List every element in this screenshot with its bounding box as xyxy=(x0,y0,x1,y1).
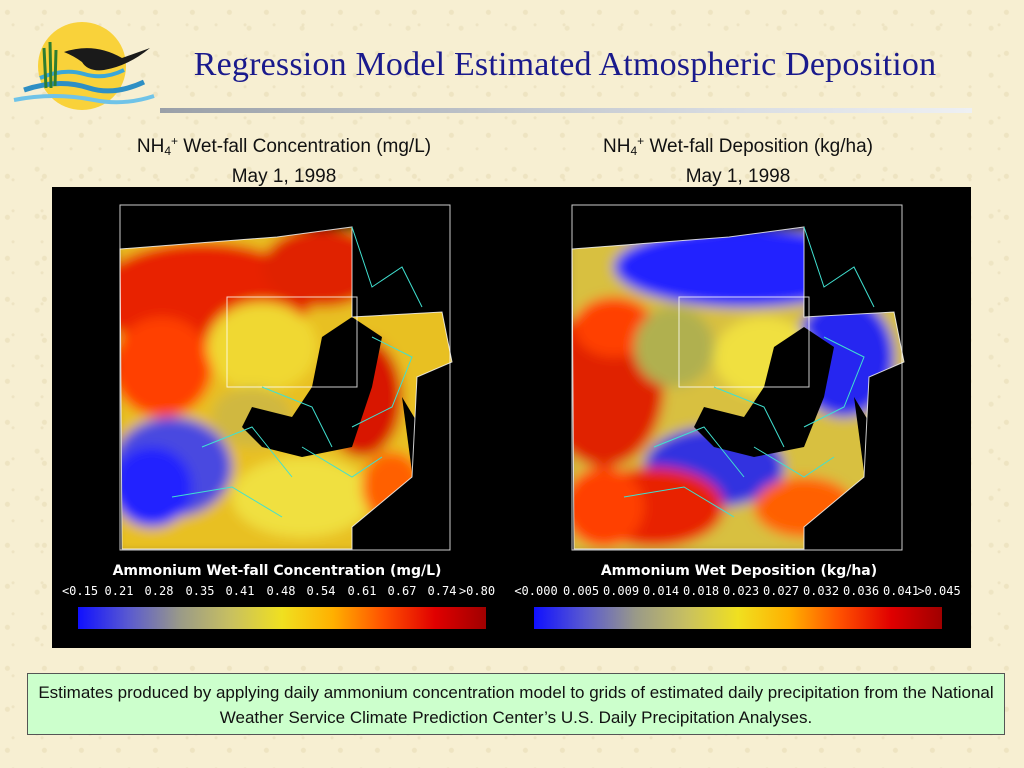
legend-tick: 0.61 xyxy=(347,584,377,598)
concentration-legend-title: Ammonium Wet-fall Concentration (mg/L) xyxy=(112,563,442,579)
legend-tick: 0.005 xyxy=(562,584,600,598)
legend-tick: 0.48 xyxy=(266,584,296,598)
caption-superscript: + xyxy=(171,134,179,148)
legend-tick: 0.014 xyxy=(642,584,680,598)
caption-subscript: 4 xyxy=(630,144,638,158)
caption-text: Wet-fall Deposition (kg/ha) xyxy=(644,136,873,157)
legend-tick: <0.15 xyxy=(61,584,99,598)
concentration-panel: Ammonium Wet-fall Concentration (mg/L) <… xyxy=(52,187,502,648)
concentration-colorbar xyxy=(78,607,486,629)
legend-tick: 0.041 xyxy=(882,584,920,598)
legend-tick: 0.032 xyxy=(802,584,840,598)
legend-tick: 0.009 xyxy=(602,584,640,598)
legend-tick: 0.74 xyxy=(427,584,457,598)
deposition-legend-title: Ammonium Wet Deposition (kg/ha) xyxy=(600,563,878,579)
legend-tick: 0.35 xyxy=(185,584,215,598)
concentration-map xyxy=(119,204,453,551)
legend-tick: 0.54 xyxy=(306,584,336,598)
deposition-colorbar xyxy=(534,607,942,629)
legend-tick: 0.67 xyxy=(387,584,417,598)
caption-text: Wet-fall Concentration (mg/L) xyxy=(178,136,432,157)
caption-formula: NH xyxy=(136,136,165,157)
page-title: Regression Model Estimated Atmospheric D… xyxy=(193,46,937,83)
right-map-caption: NH4+ Wet-fall Deposition (kg/ha) May 1, … xyxy=(528,128,948,190)
legend-tick: >0.045 xyxy=(917,584,961,598)
heron-sun-logo-icon xyxy=(4,8,156,112)
legend-tick: >0.80 xyxy=(458,584,496,598)
deposition-map xyxy=(571,204,905,551)
legend-tick: 0.027 xyxy=(762,584,800,598)
map-figure: Ammonium Wet-fall Concentration (mg/L) <… xyxy=(52,187,971,648)
footnote-box: Estimates produced by applying daily amm… xyxy=(27,673,1005,735)
footnote-text: Estimates produced by applying daily amm… xyxy=(38,683,994,727)
legend-tick: 0.41 xyxy=(225,584,255,598)
legend-tick: 0.036 xyxy=(842,584,880,598)
deposition-panel: Ammonium Wet Deposition (kg/ha) <0.000 0… xyxy=(514,187,964,648)
legend-tick: 0.023 xyxy=(722,584,760,598)
legend-tick: 0.28 xyxy=(144,584,174,598)
caption-superscript: + xyxy=(637,134,645,148)
legend-tick: 0.018 xyxy=(682,584,720,598)
caption-date: May 1, 1998 xyxy=(231,166,337,187)
caption-date: May 1, 1998 xyxy=(685,166,791,187)
left-map-caption: NH4+ Wet-fall Concentration (mg/L) May 1… xyxy=(74,128,494,190)
legend-tick: 0.21 xyxy=(104,584,134,598)
title-divider xyxy=(160,108,972,113)
legend-tick: <0.000 xyxy=(514,584,558,598)
caption-formula: NH xyxy=(603,136,631,157)
caption-subscript: 4 xyxy=(164,144,172,158)
